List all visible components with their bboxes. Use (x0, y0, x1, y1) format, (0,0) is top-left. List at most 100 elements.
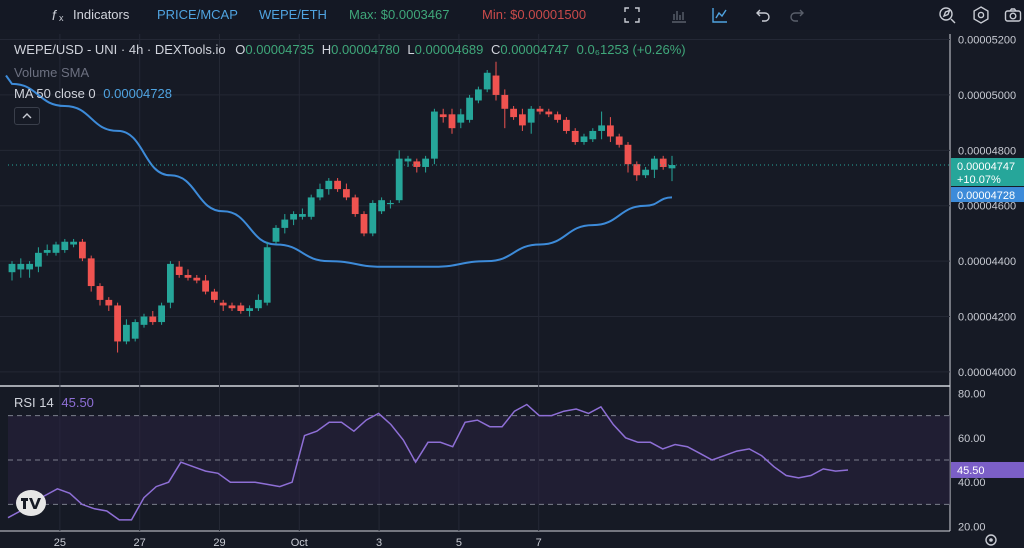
candle (510, 106, 517, 120)
last-price-tag: 0.00004747+10.07% (951, 158, 1024, 187)
price-mcap-toggle[interactable]: PRICE/MCAP (157, 7, 238, 22)
time-tick-label: 3 (376, 537, 382, 548)
ma-price-tag: 0.00004728 (951, 187, 1024, 203)
price-tick-label: 0.00004800 (958, 145, 1016, 157)
candle (96, 283, 104, 306)
price-axis[interactable]: 0.00004000 0.00004200 0.00004400 0.00004600… (958, 35, 1016, 534)
candle (457, 108, 465, 129)
candle (475, 86, 482, 104)
candle (263, 241, 271, 306)
rsi-panel (7, 403, 950, 521)
candle (17, 258, 25, 278)
candle (61, 238, 69, 253)
candle (624, 142, 632, 173)
candle (387, 200, 394, 209)
rsi-legend[interactable]: RSI 14 45.50 (14, 395, 94, 410)
pair-toggle[interactable]: WEPE/ETH (259, 7, 327, 22)
high-label: H (321, 42, 332, 57)
price-tags: 0.00004747+10.07% 0.00004728 45.50 (951, 158, 1024, 478)
fullscreen-icon[interactable] (621, 4, 643, 26)
candle (219, 299, 227, 311)
low-value: 0.00004689 (414, 42, 484, 57)
candle (114, 302, 121, 353)
ohlc-legend: WEPE/USD - UNI · 4h · DEXTools.io O0.000… (14, 42, 686, 57)
time-tick-label: 7 (536, 537, 542, 548)
settings-icon[interactable] (970, 4, 992, 26)
ma-label: MA 50 close 0 (14, 86, 96, 101)
candle (527, 106, 535, 134)
candle (545, 108, 553, 118)
compass-icon[interactable] (936, 4, 958, 26)
candle (202, 274, 209, 295)
camera-icon[interactable] (1002, 4, 1024, 26)
candle (131, 319, 139, 342)
redo-icon[interactable] (786, 4, 808, 26)
rsi-label: RSI 14 (14, 395, 54, 410)
candle (123, 319, 130, 345)
candle (369, 200, 377, 237)
candle (536, 106, 544, 115)
indicators-button[interactable]: Indicators (73, 7, 130, 22)
volume-sma-label[interactable]: Volume SMA (14, 65, 90, 80)
candle (615, 133, 623, 148)
candle (316, 183, 324, 201)
candle (439, 108, 447, 123)
min-price: Min: $0.00001500 (482, 7, 587, 22)
candle (255, 294, 262, 311)
undo-icon[interactable] (752, 4, 774, 26)
candle (483, 70, 491, 93)
price-tick-label: 0.00004000 (958, 367, 1016, 379)
candle (193, 274, 201, 284)
open-label: O (235, 42, 246, 57)
time-tick-label: 27 (134, 537, 146, 548)
open-value: 0.00004735 (245, 42, 315, 57)
candle (395, 150, 403, 203)
candle (35, 247, 42, 273)
candle (140, 313, 148, 328)
rsi-tick-label: 80.00 (958, 388, 986, 400)
symbol-title: WEPE/USD - UNI · 4h · DEXTools.io (14, 42, 226, 57)
candles-icon[interactable] (709, 4, 731, 26)
close-value: 0.00004747 (500, 42, 570, 57)
bar-style-icon[interactable] (668, 4, 690, 26)
candle (325, 178, 333, 195)
low-label: L (407, 42, 415, 57)
candle (633, 161, 641, 181)
candle (519, 108, 526, 131)
candle (299, 208, 306, 220)
candle (158, 302, 165, 325)
tv-logo-icon (21, 498, 41, 509)
rsi-tick-label: 20.00 (958, 522, 986, 534)
close-label: C (490, 42, 501, 57)
svg-text:0.00004728: 0.00004728 (957, 190, 1015, 202)
time-axis[interactable]: 25 27 29 Oct 3 5 7 (54, 534, 997, 548)
candle (492, 61, 500, 101)
candle (26, 261, 33, 278)
price-tick-label: 0.00005200 (958, 35, 1016, 47)
time-tick-label: Oct (291, 537, 308, 548)
rsi-tick-label: 60.00 (958, 433, 986, 445)
candle (466, 94, 473, 123)
candle (563, 117, 570, 134)
svg-text:0.00004747: 0.00004747 (957, 161, 1015, 173)
candle (413, 158, 421, 173)
collapse-legend-button[interactable] (14, 107, 40, 125)
ma-value: 0.00004728 (103, 86, 172, 101)
axis-settings-icon[interactable] (985, 534, 997, 546)
candle (554, 111, 561, 123)
candle (105, 297, 113, 311)
price-tick-label: 0.00005000 (958, 90, 1016, 102)
max-price: Max: $0.0003467 (349, 7, 450, 22)
candle (571, 128, 579, 145)
ma-50-line (5, 74, 673, 268)
rsi-tick-label: 40.00 (958, 477, 986, 489)
candle (580, 133, 588, 145)
candle (281, 214, 289, 234)
high-value: 0.00004780 (331, 42, 400, 57)
candle (501, 89, 509, 129)
candle (651, 155, 658, 179)
ma-legend[interactable]: MA 50 close 0 0.00004728 (14, 86, 172, 101)
